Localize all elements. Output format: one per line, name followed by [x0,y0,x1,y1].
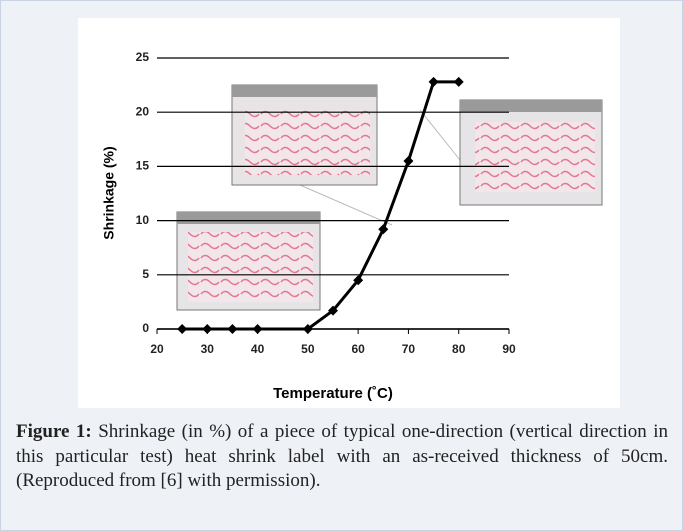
y-axis-label: Shrinkage (%) [101,146,117,239]
data-point [252,324,263,334]
inset-pattern [245,110,370,175]
x-tick-label: 90 [502,342,516,356]
y-tick-label: 25 [136,50,150,64]
inset-pattern [475,122,595,192]
data-point [403,155,414,166]
y-tick-label: 15 [136,159,150,173]
x-tick-label: 70 [402,342,416,356]
y-tick-label: 5 [142,267,149,281]
y-tick-label: 10 [136,213,150,227]
x-tick-label: 20 [150,342,164,356]
inset-photos [176,84,603,311]
data-point [302,324,313,334]
data-point [378,224,389,235]
caption-text: Shrinkage (in %) of a piece of typical o… [16,421,669,491]
chart-background [78,18,620,408]
data-point [353,275,364,286]
data-point [177,324,188,334]
inset-clips [232,85,377,97]
y-tick-label: 20 [136,104,150,118]
x-tick-label: 60 [351,342,365,356]
data-point [227,324,238,334]
data-point [202,324,213,334]
y-tick-label: 0 [142,321,149,335]
leader-line [419,109,461,161]
x-axis-label: Temperature (˚C) [273,385,393,402]
chart: Shrinkage (%) Temperature (˚C) 0 5 10 15 20 2… [78,18,620,408]
data-point [328,305,338,316]
data-point [428,76,439,87]
inset-clips [460,100,602,112]
x-tick-label: 80 [452,342,466,356]
x-tick-label: 30 [201,342,215,356]
x-tick-label: 50 [301,342,315,356]
data-point [453,76,464,87]
leader-line [299,184,393,226]
caption: Figure 1: Shrinkage (in %) of a piece of… [16,420,668,494]
inset-pattern [188,232,313,302]
caption-label: Figure 1: [16,421,92,442]
inset-clips [177,212,320,224]
x-tick-label: 40 [251,342,265,356]
